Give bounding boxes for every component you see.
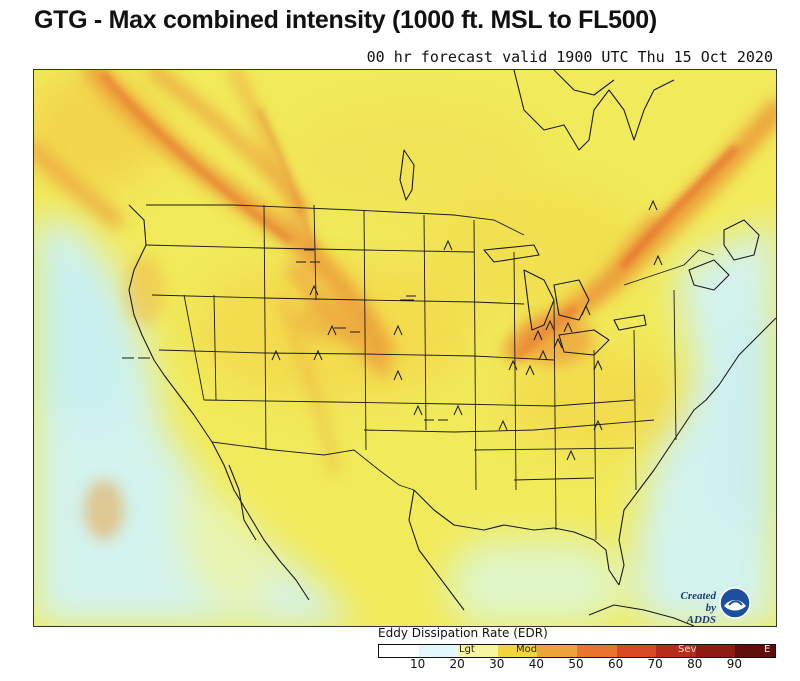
legend-category-severe: Sev — [678, 644, 697, 655]
legend-tick-label: 50 — [568, 657, 584, 671]
moderate-turbulence-icon — [533, 329, 543, 341]
moderate-turbulence-icon — [443, 239, 453, 251]
moderate-turbulence-icon — [413, 404, 423, 416]
legend-categories: Lgt Mod Sev E — [378, 644, 774, 656]
legend-title: Eddy Dissipation Rate (EDR) — [378, 626, 548, 640]
moderate-turbulence-icon — [498, 419, 508, 431]
legend-tick-label: 30 — [489, 657, 505, 671]
forecast-valid-time: 00 hr forecast valid 1900 UTC Thu 15 Oct… — [366, 48, 773, 66]
turbulence-dashes — [122, 249, 448, 421]
state-borders — [145, 204, 715, 541]
warm-spots — [84, 255, 594, 540]
moderate-turbulence-icon — [553, 337, 563, 349]
moderate-turbulence-icon — [508, 359, 518, 371]
map-canvas — [34, 70, 776, 626]
moderate-turbulence-icon — [327, 324, 337, 336]
legend-tick-label: 60 — [607, 657, 624, 671]
legend-swatch — [695, 645, 736, 657]
legend-swatch — [616, 645, 657, 657]
legend-swatch — [576, 645, 617, 657]
moderate-turbulence-icon — [538, 349, 548, 361]
moderate-turbulence-icon — [393, 324, 403, 336]
logo-line2: ADDS — [686, 614, 716, 626]
page-title: GTG - Max combined intensity (1000 ft. M… — [34, 6, 657, 34]
legend-swatch — [537, 645, 577, 657]
legend-category-light: Lgt — [459, 644, 475, 655]
legend-category-moderate: Mod — [516, 644, 538, 655]
legend-color-bar — [378, 644, 776, 658]
moderate-turbulence-icon — [648, 199, 658, 211]
moderate-turbulence-icon — [313, 349, 323, 361]
moderate-turbulence-icon — [566, 449, 576, 461]
moderate-turbulence-icon — [581, 304, 591, 316]
moderate-turbulence-icon — [271, 349, 281, 361]
moderate-turbulence-icon — [545, 319, 555, 331]
legend-tick-label: 90 — [726, 657, 743, 671]
moderate-turbulence-icon — [653, 254, 663, 266]
legend-swatch — [656, 645, 696, 657]
moderate-turbulence-icon — [453, 404, 463, 416]
adds-logo: Created by ADDS — [668, 586, 754, 626]
legend-tick-label: 70 — [647, 657, 663, 671]
legend-swatch — [418, 645, 459, 657]
moderate-turbulence-icon — [393, 369, 403, 381]
moderate-turbulence-icon — [525, 364, 535, 376]
legend-tick-label: 10 — [409, 657, 426, 671]
legend-swatch — [735, 645, 775, 657]
coastlines — [128, 70, 776, 626]
legend-category-extreme: E — [764, 644, 771, 655]
moderate-turbulence-icon — [309, 284, 319, 296]
turbulence-map[interactable] — [33, 69, 777, 627]
legend-ticks: 10 20 30 40 50 60 70 80 90 — [378, 657, 774, 673]
moderate-turbulence-icon — [593, 419, 603, 431]
legend-tick-label: 40 — [528, 657, 545, 671]
legend-swatch — [458, 645, 498, 657]
legend-swatch — [497, 645, 538, 657]
legend-tick-label: 80 — [687, 657, 703, 671]
turbulence-symbols — [271, 199, 663, 461]
noaa-logo-icon — [719, 587, 751, 619]
legend-swatch — [379, 645, 419, 657]
moderate-turbulence-icon — [593, 359, 603, 371]
moderate-turbulence-icon — [563, 321, 573, 333]
legend-tick-label: 20 — [449, 657, 465, 671]
logo-line1: Created by — [680, 590, 716, 614]
